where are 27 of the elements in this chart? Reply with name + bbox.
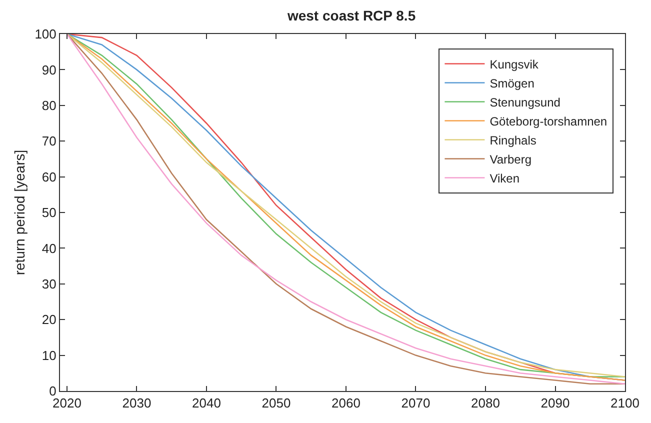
legend-label: Varberg bbox=[490, 152, 532, 166]
legend-label: Smögen bbox=[490, 76, 534, 90]
legend-label: Ringhals bbox=[490, 133, 536, 148]
y-tick-label: 40 bbox=[42, 240, 56, 256]
y-axis-title: return period [years] bbox=[11, 150, 28, 276]
y-tick-label: 90 bbox=[42, 62, 56, 78]
legend-label: Kungsvik bbox=[490, 57, 540, 72]
x-tick-label: 2040 bbox=[192, 396, 221, 411]
x-tick-label: 2050 bbox=[262, 396, 291, 411]
x-tick-label: 2030 bbox=[122, 396, 152, 411]
y-tick-label: 30 bbox=[42, 276, 56, 292]
y-tick-label: 70 bbox=[42, 134, 56, 149]
y-tick-label: 100 bbox=[34, 26, 56, 42]
x-tick-label: 2070 bbox=[401, 396, 430, 411]
x-tick-label: 2100 bbox=[610, 396, 640, 411]
y-tick-label: 80 bbox=[42, 98, 56, 113]
x-tick-label: 2090 bbox=[540, 396, 570, 411]
y-tick-label: 20 bbox=[42, 312, 56, 328]
x-tick-label: 2080 bbox=[471, 396, 500, 411]
y-tick-label: 60 bbox=[42, 169, 56, 184]
y-tick-label: 50 bbox=[42, 205, 56, 220]
y-tick-label: 10 bbox=[42, 348, 56, 363]
chart-title: west coast RCP 8.5 bbox=[286, 7, 416, 24]
legend-label: Stenungsund bbox=[490, 95, 560, 110]
x-tick-label: 2060 bbox=[332, 396, 360, 411]
legend-label: Göteborg-torshamnen bbox=[490, 114, 608, 128]
legend-label: Viken bbox=[490, 171, 520, 186]
